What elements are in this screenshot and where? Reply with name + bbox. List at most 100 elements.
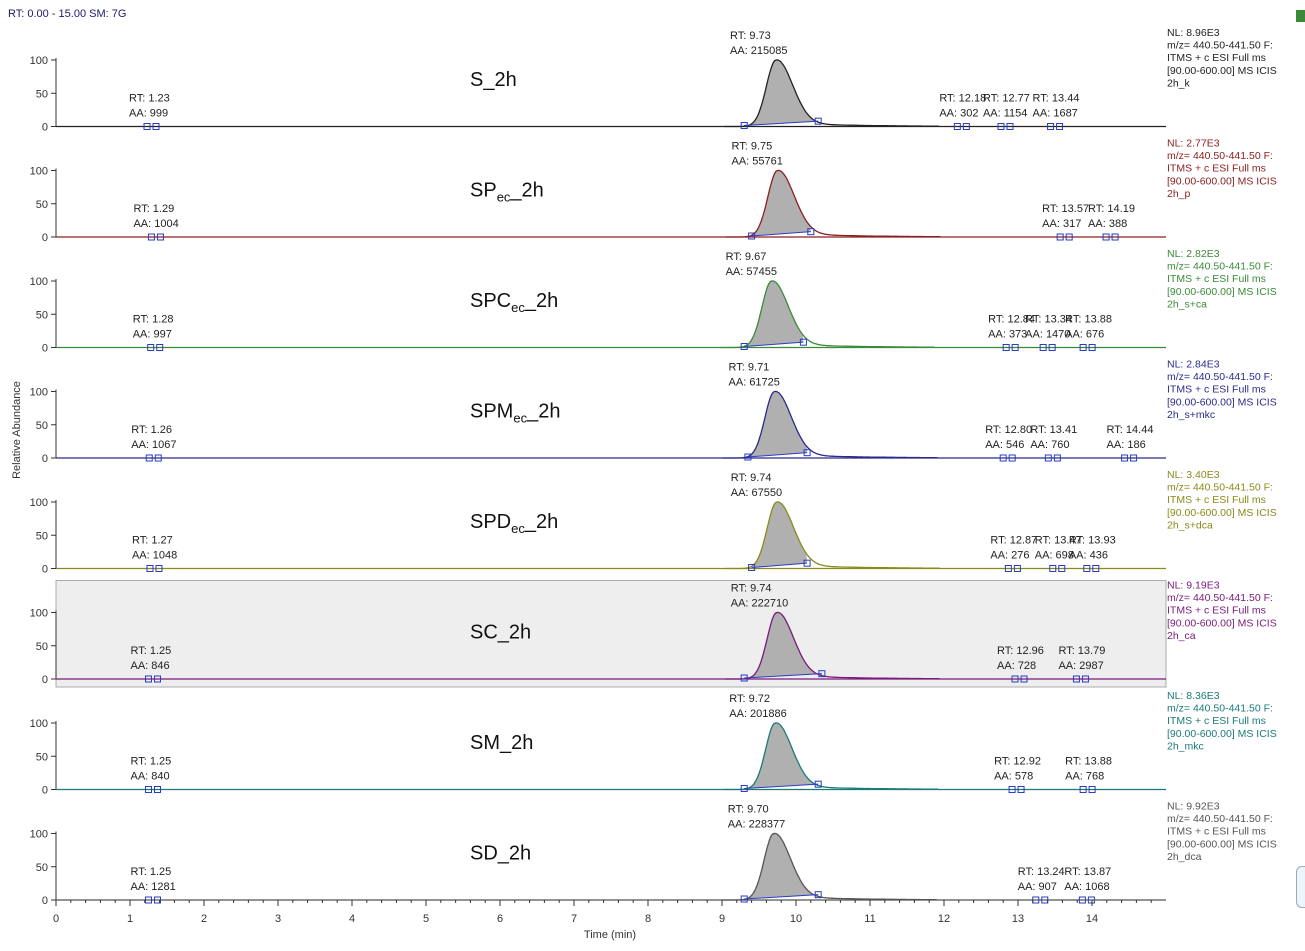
y-tick-label: 0 (42, 122, 48, 134)
integration-baseline (744, 783, 819, 790)
minor-peak-marker (145, 786, 152, 793)
minor-peak-marker (154, 675, 161, 683)
selected-panel-background (55, 580, 1167, 688)
peak-rt-label: RT: 12.87 (990, 535, 1037, 547)
minor-peak-marker (1083, 565, 1091, 572)
y-tick-label: 0 (42, 343, 48, 355)
x-tick-label: 1 (127, 913, 133, 925)
minor-peak-marker (1056, 123, 1064, 130)
trace-panel-4: 0 50 100 RT: 1.26 AA: 1067 RT: 9.71 AA: 61725 R… (30, 359, 1277, 466)
peak-rt-label: RT: 13.24 (1018, 866, 1065, 878)
peak-trace (725, 169, 941, 238)
minor-peak-marker (1039, 344, 1047, 351)
peak-trace (725, 611, 940, 680)
integration-marker (748, 564, 756, 572)
minor-peak-marker (143, 123, 151, 130)
x-tick-label: 4 (349, 913, 355, 925)
trace-panel-3: 0 50 100 RT: 1.28 AA: 997 RT: 9.67 AA: 57455 RT… (30, 248, 1277, 355)
trace-info: NL: 2.84E3 m/z= 440.50-441.50 F: ITMS + c … (1167, 359, 1277, 421)
minor-peak-marker (1081, 675, 1089, 683)
peak-aa-label: AA: 760 (1030, 439, 1069, 451)
minor-peak-marker (1017, 786, 1025, 793)
minor-peak-marker (1102, 233, 1110, 241)
y-axis-label: Relative Abundance (11, 381, 23, 479)
peak-aa-label: AA: 1281 (131, 881, 176, 893)
minor-peak-marker (1004, 565, 1012, 572)
peak-rt-label: RT: 1.29 (133, 203, 174, 215)
trace-info: NL: 3.40E3 m/z= 440.50-441.50 F: ITMS + c … (1167, 469, 1277, 531)
y-tick-label: 100 (30, 829, 48, 841)
minor-peak-marker (1011, 675, 1019, 683)
peak-aa-label: AA: 436 (1069, 550, 1108, 562)
minor-peak-marker (1072, 675, 1080, 683)
minor-peak-marker (1047, 123, 1055, 130)
peak-aa-label: AA: 728 (997, 660, 1036, 672)
main-peak-aa-label: AA: 57455 (726, 266, 777, 278)
peak-area (744, 280, 804, 347)
minor-peak-marker (1088, 786, 1096, 793)
trace-info: NL: 2.77E3 m/z= 440.50-441.50 F: ITMS + c … (1167, 138, 1277, 200)
minor-peak-marker (145, 454, 153, 462)
y-tick-label: 0 (42, 674, 48, 686)
x-tick-label: 2 (201, 913, 207, 925)
sample-label: SD_2h (470, 843, 531, 865)
y-tick-label: 100 (30, 387, 48, 399)
y-tick-label: 50 (36, 751, 48, 763)
peak-rt-label: RT: 12.84 (988, 314, 1035, 326)
peak-rt-label: RT: 1.25 (131, 756, 172, 768)
minor-peak-marker (1048, 344, 1056, 351)
sample-label: SPDec_2h (470, 511, 558, 536)
y-tick-label: 100 (30, 608, 48, 620)
peak-aa-label: AA: 546 (985, 439, 1024, 451)
sample-label: S_2h (470, 69, 517, 91)
integration-marker (740, 895, 748, 903)
peak-aa-label: AA: 1067 (131, 439, 176, 451)
trace-info: NL: 9.19E3 m/z= 440.50-441.50 F: ITMS + c … (1167, 580, 1277, 642)
integration-marker (818, 670, 826, 678)
main-peak-rt-label: RT: 9.74 (731, 583, 772, 595)
y-tick-label: 100 (30, 55, 48, 67)
integration-baseline (744, 341, 804, 348)
y-tick-label: 50 (36, 309, 48, 321)
y-tick-label: 0 (42, 895, 48, 907)
peak-aa-label: AA: 1004 (133, 218, 178, 230)
x-tick-label: 6 (497, 913, 503, 925)
peak-aa-label: AA: 1068 (1064, 881, 1109, 893)
integration-marker (807, 228, 815, 236)
integration-baseline (747, 452, 808, 458)
trace-panel-6: 0 50 100 RT: 1.25 AA: 846 RT: 9.74 AA: 222710 R… (30, 580, 1277, 688)
sample-label: SPCec_2h (470, 290, 558, 315)
peak-aa-label: AA: 698 (1035, 550, 1074, 562)
minor-peak-marker (1049, 565, 1057, 572)
peak-aa-label: AA: 578 (994, 771, 1033, 783)
peak-rt-label: RT: 13.44 (1033, 93, 1080, 105)
minor-peak-marker (145, 896, 152, 904)
x-tick-label: 3 (275, 913, 281, 925)
integration-marker (803, 449, 811, 457)
y-tick-label: 50 (36, 641, 48, 653)
peak-trace (722, 390, 938, 459)
peak-rt-label: RT: 1.28 (133, 314, 174, 326)
peak-rt-label: RT: 13.87 (1064, 866, 1111, 878)
minor-peak-marker (1078, 896, 1086, 904)
minor-peak-marker (154, 896, 161, 904)
main-peak-rt-label: RT: 9.67 (726, 251, 767, 263)
minor-peak-marker (1079, 786, 1087, 793)
corner-status-icon[interactable] (1296, 10, 1305, 22)
peak-aa-label: AA: 186 (1107, 439, 1146, 451)
peak-aa-label: AA: 373 (988, 329, 1027, 341)
main-peak-rt-label: RT: 9.75 (732, 141, 773, 153)
integration-marker (740, 785, 748, 793)
peak-trace (725, 501, 940, 570)
integration-marker (740, 343, 748, 351)
minor-peak-marker (1008, 454, 1016, 462)
minor-peak-marker (997, 123, 1005, 130)
side-panel-tab[interactable] (1296, 866, 1305, 908)
peak-rt-label: RT: 14.19 (1088, 203, 1135, 215)
minor-peak-marker (152, 123, 160, 130)
peak-rt-label: RT: 13.41 (1030, 424, 1077, 436)
minor-peak-marker (1053, 454, 1061, 462)
minor-peak-marker (1058, 565, 1066, 572)
x-tick-label: 11 (864, 913, 875, 925)
main-peak-rt-label: RT: 9.71 (729, 362, 770, 374)
